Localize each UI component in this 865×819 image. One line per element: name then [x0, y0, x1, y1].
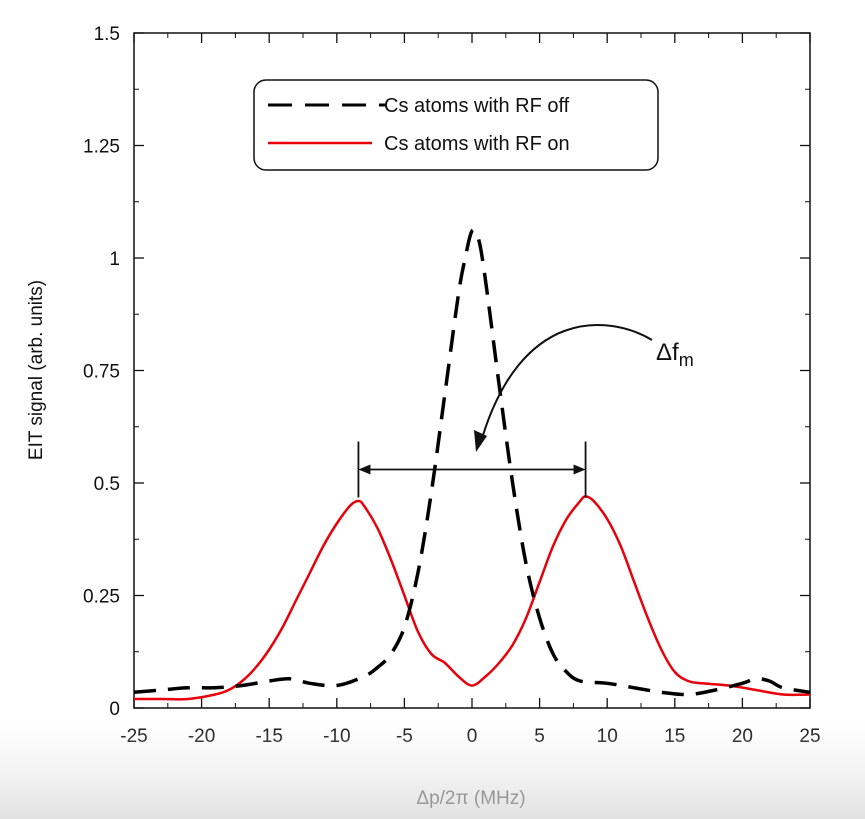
delta-arrow-right-head: [573, 464, 586, 475]
y-tick-label: 1.5: [94, 24, 120, 45]
series-layer: [133, 228, 811, 701]
annotation-layer: Δfm: [357, 324, 694, 498]
y-tick-label: 0.75: [83, 362, 120, 383]
delta-arrow-left-head: [358, 464, 371, 475]
x-axis-title: Δp/2π (MHz): [416, 788, 525, 809]
legend: Cs atoms with RF off Cs atoms with RF on: [253, 79, 659, 171]
series-line-rf-on: [134, 495, 811, 701]
x-tick-label: -20: [188, 726, 215, 747]
x-tick-label: 5: [534, 726, 545, 747]
y-tick-label: 0: [109, 699, 120, 720]
annotation-arrow-head: [474, 430, 487, 452]
x-tick-label: -5: [396, 726, 413, 747]
y-tick-label: 0.5: [94, 474, 120, 495]
x-tick-label: 20: [732, 726, 753, 747]
x-tick-label: 10: [597, 726, 618, 747]
y-tick-label: 0.25: [83, 587, 120, 608]
legend-label-rf-off: Cs atoms with RF off: [384, 95, 570, 117]
x-tick-label: -15: [255, 726, 282, 747]
series-line-rf-off: [133, 228, 811, 697]
y-tick-label: 1.25: [83, 137, 120, 158]
legend-box: [253, 79, 659, 171]
y-tick-label: 1: [109, 249, 120, 270]
delta-f-subscript: m: [679, 350, 694, 370]
y-axis-title: EIT signal (arb. units): [26, 280, 47, 460]
y-axis: 0 0.25 0.5 0.75 1 1.25 1.5: [83, 24, 810, 720]
x-tick-label: 15: [664, 726, 685, 747]
annotation-curved-arrow: [479, 324, 653, 446]
x-tick-label: -25: [120, 726, 147, 747]
x-tick-label: 0: [467, 726, 478, 747]
legend-label-rf-on: Cs atoms with RF on: [384, 133, 570, 155]
delta-f-m-label: Δfm: [656, 339, 694, 370]
x-tick-label: -10: [323, 726, 350, 747]
delta-f-text: Δf: [656, 339, 679, 366]
x-tick-label: 25: [799, 726, 820, 747]
